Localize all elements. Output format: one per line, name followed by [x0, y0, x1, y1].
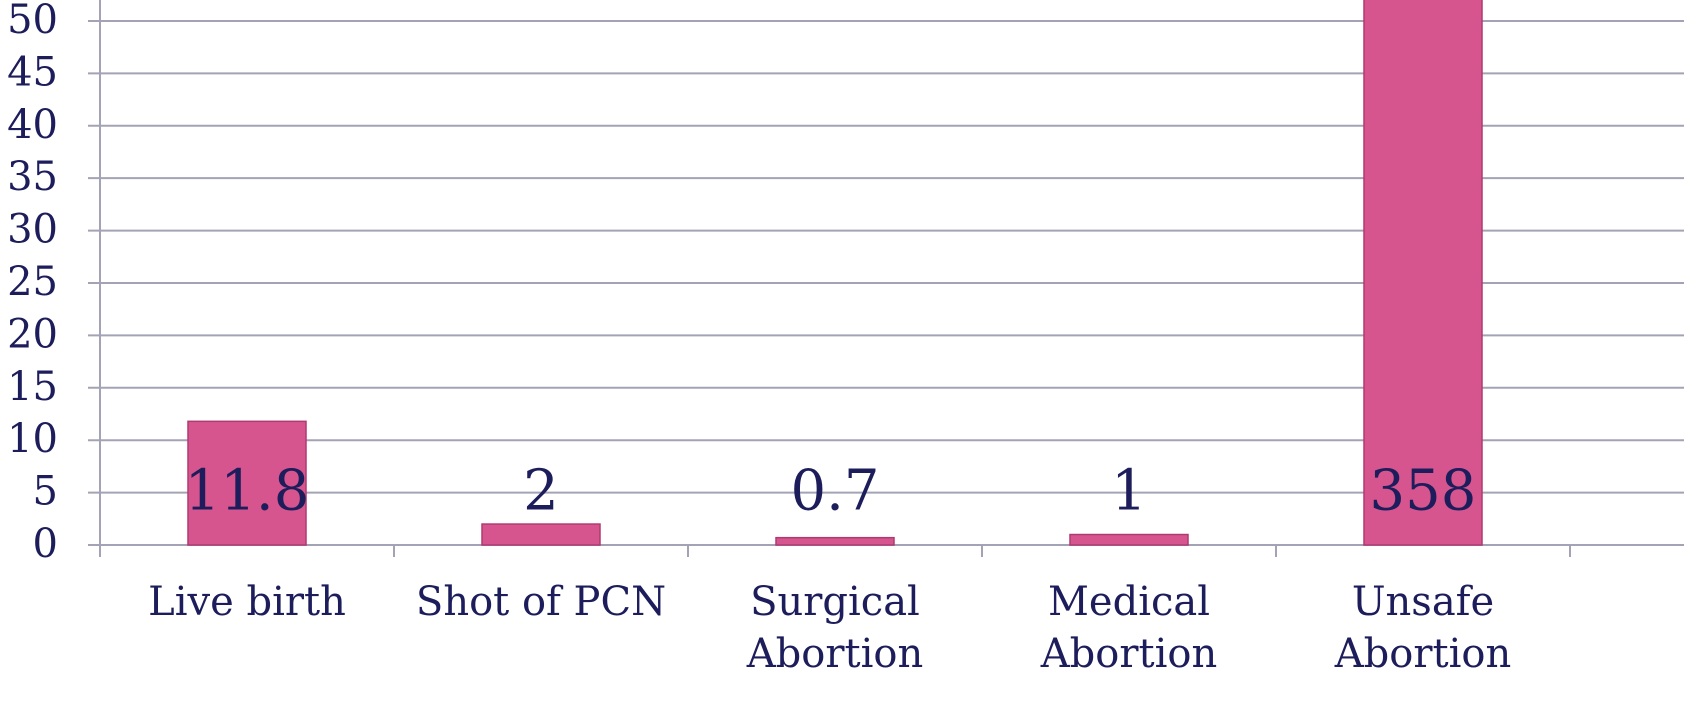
data-label: 11.8	[185, 459, 310, 524]
x-tick-label: Live birth	[148, 579, 346, 625]
x-tick-label: Unsafe Abortion	[1334, 579, 1512, 677]
y-tick-label: 5	[33, 469, 58, 515]
y-tick-label: 0	[33, 521, 58, 567]
y-tick-label: 10	[7, 416, 58, 462]
y-tick-label: 35	[7, 154, 58, 200]
data-label: 2	[523, 459, 559, 524]
bar	[481, 523, 601, 546]
bar	[1363, 0, 1483, 546]
data-label: 358	[1370, 459, 1477, 524]
bar	[187, 420, 307, 546]
y-tick-label: 45	[7, 49, 58, 95]
data-label: 1	[1111, 459, 1147, 524]
y-tick-label: 25	[7, 259, 58, 305]
bar	[1069, 533, 1189, 546]
y-tick-label: 50	[7, 0, 58, 43]
y-tick-label: 20	[7, 311, 58, 357]
y-tick-label: 30	[7, 207, 58, 253]
y-tick-label: 40	[7, 102, 58, 148]
y-tick-label: 15	[7, 364, 58, 410]
bar	[775, 536, 895, 546]
x-tick-label: Surgical Abortion	[746, 579, 924, 677]
x-tick-label: Shot of PCN	[415, 579, 667, 625]
data-label: 0.7	[790, 459, 879, 524]
x-tick-label: Medical Abortion	[1040, 579, 1218, 677]
